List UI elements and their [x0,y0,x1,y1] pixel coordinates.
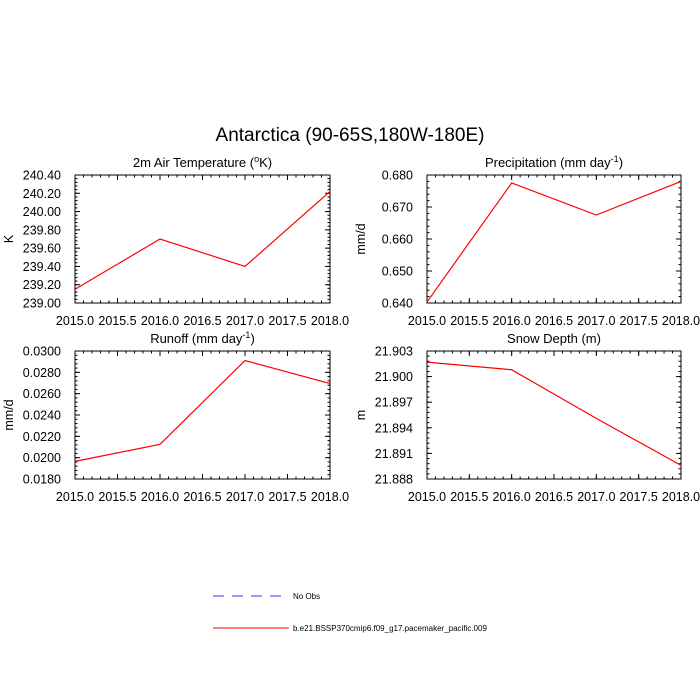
series-line [426,361,682,466]
panel-title-sup: -1 [242,330,250,340]
y-tick-label: 240.00 [23,205,61,219]
panel-title-main: Snow Depth (m) [507,331,601,346]
x-tick-label: 2015.0 [56,490,94,504]
panel-title-main: Precipitation (mm day [485,155,611,170]
y-tick-label: 239.60 [23,242,61,256]
y-axis-label: K [2,234,16,243]
panel-0: 2m Air Temperature (oK) K 2015.0 2015.5 2016… [2,154,349,328]
panel-3: Snow Depth (m) m 2015.0 2015.5 2016.0 2016.5 2… [354,331,700,504]
x-tick-label: 2016.5 [183,314,221,328]
series-line [74,359,331,462]
y-tick-label: 0.670 [382,201,413,215]
y-tick-label: 0.0180 [23,473,61,487]
y-tick-label: 239.80 [23,223,61,237]
y-tick-label: 0.640 [382,297,413,311]
y-tick-label: 21.897 [375,396,413,410]
y-tick-label: 21.894 [375,421,413,435]
panel-title-sup: -1 [611,154,619,164]
x-tick-label: 2017.5 [620,314,658,328]
y-tick-label: 240.40 [23,169,61,183]
y-tick-label: 0.660 [382,233,413,247]
x-tick-label: 2016.0 [141,314,179,328]
panels: 2m Air Temperature (oK) K 2015.0 2015.5 2016… [2,154,700,504]
x-tick-label: 2018.0 [662,314,700,328]
x-tick-label: 2015.0 [408,490,446,504]
panel-title: 2m Air Temperature (oK) [133,154,272,170]
panel-title-main: Runoff (mm day [150,331,243,346]
y-tick-label: 239.20 [23,278,61,292]
series-line [426,180,682,303]
x-tick-label: 2016.0 [493,314,531,328]
panel-title-end: ) [619,155,623,170]
y-tick-label: 240.20 [23,187,61,201]
panel-title-end: ) [250,331,254,346]
y-axis-label: m [354,410,368,420]
x-tick-label: 2016.5 [535,490,573,504]
y-tick-label: 0.680 [382,169,413,183]
y-tick-label: 0.650 [382,265,413,279]
x-tick-label: 2017.0 [226,490,264,504]
x-tick-label: 2018.0 [662,490,700,504]
x-tick-label: 2018.0 [311,314,349,328]
panel-1: Precipitation (mm day-1) mm/d 2015.0 2015.5… [354,154,700,328]
panel-frame [426,174,682,304]
y-tick-label: 21.891 [375,447,413,461]
y-tick-label: 21.900 [375,370,413,384]
panel-title-main: 2m Air Temperature ( [133,155,255,170]
panel-frame [74,174,331,304]
x-tick-label: 2015.5 [450,490,488,504]
legend-label-model: b.e21.BSSP370cmip6.f09_g17.pacemaker_pac… [293,624,487,633]
x-tick-label: 2017.0 [226,314,264,328]
y-axis-label: mm/d [354,223,368,254]
panel-frame [426,350,682,480]
y-tick-label: 0.0300 [23,345,61,359]
x-tick-label: 2015.0 [56,314,94,328]
x-tick-label: 2015.5 [98,314,136,328]
x-tick-label: 2015.5 [98,490,136,504]
y-tick-label: 21.903 [375,345,413,359]
y-tick-label: 0.0200 [23,451,61,465]
panel-2: Runoff (mm day-1) mm/d 2015.0 2015.5 2016.0 2… [2,330,349,504]
y-tick-label: 0.0280 [23,366,61,380]
x-tick-label: 2016.5 [183,490,221,504]
legend-label-no-obs: No Obs [293,592,320,601]
y-tick-label: 239.00 [23,297,61,311]
x-tick-label: 2018.0 [311,490,349,504]
y-tick-label: 0.0260 [23,387,61,401]
panel-title: Precipitation (mm day-1) [485,154,623,170]
panel-title-end: K) [259,155,272,170]
y-axis-label: mm/d [2,399,16,430]
x-tick-label: 2017.5 [268,490,306,504]
x-tick-label: 2015.5 [450,314,488,328]
y-tick-label: 21.888 [375,473,413,487]
panel-title-sup: o [254,154,259,164]
panel-title: Runoff (mm day-1) [150,330,255,346]
y-tick-label: 0.0240 [23,409,61,423]
x-tick-label: 2017.5 [268,314,306,328]
x-tick-label: 2016.0 [141,490,179,504]
panel-frame [74,350,331,480]
x-tick-label: 2017.5 [620,490,658,504]
figure-title: Antarctica (90-65S,180W-180E) [216,125,485,146]
x-tick-label: 2016.0 [493,490,531,504]
series-line [74,191,331,290]
x-tick-label: 2015.0 [408,314,446,328]
x-tick-label: 2017.0 [577,314,615,328]
y-tick-label: 239.40 [23,260,61,274]
legend: No Obs b.e21.BSSP370cmip6.f09_g17.pacema… [213,592,487,633]
x-tick-label: 2017.0 [577,490,615,504]
x-tick-label: 2016.5 [535,314,573,328]
panel-title: Snow Depth (m) [507,331,601,346]
y-tick-label: 0.0220 [23,430,61,444]
